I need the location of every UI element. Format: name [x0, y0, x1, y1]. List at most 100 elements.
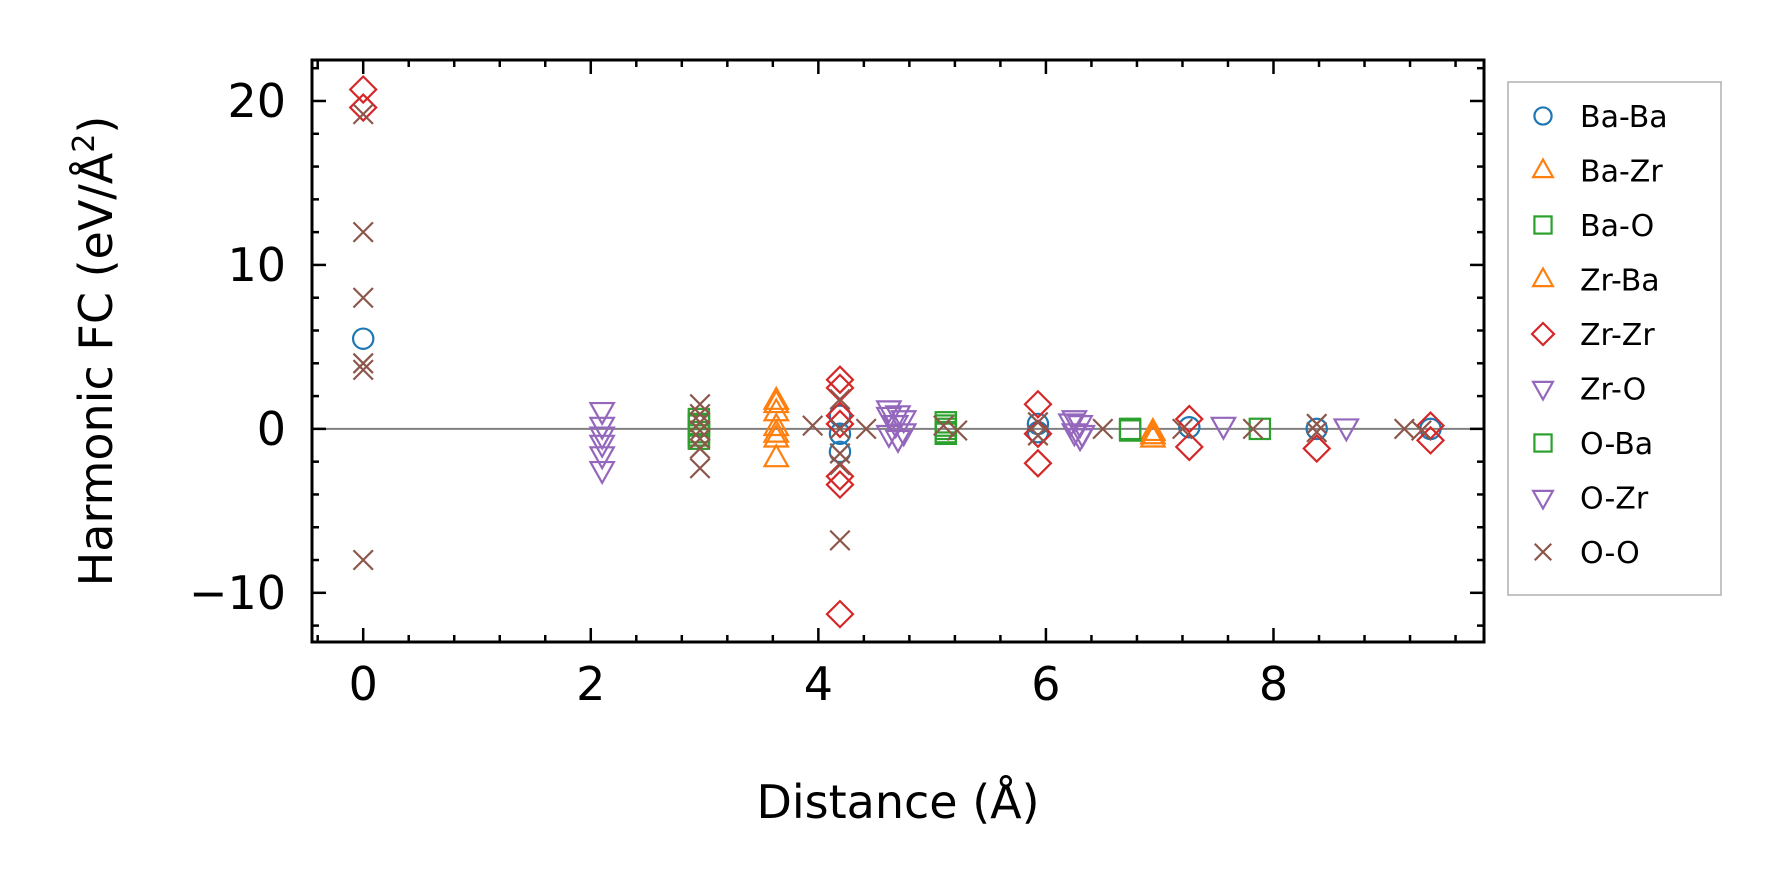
data-point-zr-zr-1	[348, 92, 378, 123]
data-point-zr-zr-16	[1415, 425, 1446, 455]
x-axis-title: Distance (Å)	[756, 775, 1039, 829]
y-axis-title-main: Harmonic FC (eV/Å	[69, 152, 123, 586]
data-point-o-o-1	[352, 221, 374, 243]
data-point-zr-zr-8	[825, 599, 855, 629]
x-tick-label: 2	[576, 657, 605, 711]
data-point-o-o-11	[689, 438, 711, 460]
y-tick-label: 10	[227, 238, 286, 292]
y-tick-label: 0	[257, 402, 286, 456]
legend-marker-ba-zr	[1531, 157, 1555, 179]
data-point-ba-ba-2	[828, 422, 852, 446]
y-tick-label: −10	[189, 566, 286, 620]
x-tick-label: 0	[349, 657, 378, 711]
data-point-ba-zr-5	[1139, 416, 1167, 442]
data-point-o-zr-2	[882, 415, 910, 440]
data-point-ba-o-8	[1248, 417, 1272, 441]
data-point-o-zr-5	[1068, 424, 1096, 450]
data-point-zr-o-7	[890, 410, 918, 435]
data-point-zr-o-12	[1060, 423, 1088, 448]
legend-item-zr-zr: Zr-Zr	[1530, 318, 1655, 353]
data-points	[348, 74, 1446, 629]
data-point-o-o-0	[352, 103, 374, 125]
legend-marker-zr-zr	[1530, 321, 1556, 347]
data-point-ba-ba-6	[1178, 415, 1201, 439]
data-point-zr-o-10	[1060, 410, 1088, 435]
axis-ticks: 0 2 4 6 8 −10 0 10 20	[189, 60, 1484, 711]
data-point-o-o-3	[352, 352, 374, 374]
legend-label: O-Ba	[1580, 427, 1653, 462]
data-point-o-o-15	[829, 418, 851, 440]
x-tick-label: 6	[1031, 657, 1060, 711]
data-point-o-o-14	[829, 388, 851, 410]
y-axis-title-superscript: 2	[67, 134, 102, 153]
series-zr-ba	[762, 389, 1167, 445]
data-point-zr-zr-11	[1023, 448, 1053, 478]
data-point-zr-zr-2	[825, 365, 855, 395]
legend-label: Ba-Zr	[1580, 155, 1663, 190]
data-point-o-o-13	[802, 415, 824, 437]
data-point-o-o-25	[1171, 418, 1193, 440]
data-point-o-zr-3	[890, 423, 918, 448]
data-point-o-o-6	[689, 393, 711, 415]
legend-marker-ba-ba	[1533, 106, 1553, 126]
data-point-o-o-5	[352, 549, 374, 571]
data-point-o-ba-4	[1118, 419, 1142, 442]
data-point-zr-o-15	[1332, 418, 1360, 443]
data-point-zr-zr-13	[1174, 432, 1204, 462]
data-point-o-o-12	[689, 457, 711, 479]
legend-marker-zr-ba	[1531, 266, 1555, 288]
data-point-ba-ba-1	[828, 404, 852, 427]
data-point-o-o-2	[352, 287, 374, 309]
data-point-o-o-8	[689, 411, 711, 433]
data-point-o-o-20	[932, 415, 955, 437]
y-axis-title-end: )	[69, 116, 123, 134]
data-point-zr-o-14	[1209, 416, 1238, 441]
data-point-o-zr-0	[588, 426, 616, 451]
data-point-zr-zr-12	[1174, 404, 1204, 434]
data-point-zr-ba-1	[762, 418, 790, 443]
data-point-zr-o-0	[588, 401, 616, 427]
legend-label: Zr-O	[1580, 373, 1646, 408]
data-point-o-ba-1	[687, 424, 711, 447]
legend-marker-o-o	[1533, 542, 1553, 562]
x-tick-label: 4	[804, 657, 833, 711]
legend-item-zr-ba: Zr-Ba	[1531, 264, 1660, 299]
legend-label: Zr-Ba	[1580, 264, 1660, 299]
legend-label: Zr-Zr	[1580, 318, 1655, 353]
legend-marker-ba-o	[1533, 215, 1553, 235]
data-point-o-o-28	[1306, 421, 1328, 443]
data-point-ba-zr-4	[762, 443, 790, 468]
legend-item-ba-ba: Ba-Ba	[1533, 100, 1668, 135]
data-point-o-zr-1	[875, 406, 903, 432]
data-point-o-o-30	[1410, 419, 1432, 442]
data-point-zr-zr-0	[348, 74, 378, 105]
data-point-o-o-10	[689, 428, 711, 450]
data-point-ba-zr-2	[762, 411, 790, 437]
data-point-o-o-26	[1242, 418, 1264, 440]
data-point-o-o-27	[1306, 413, 1328, 435]
y-tick-label: 20	[227, 74, 286, 128]
data-point-zr-ba-0	[762, 389, 790, 414]
data-point-ba-zr-6	[1139, 423, 1167, 448]
data-point-o-o-4	[352, 359, 374, 381]
data-point-o-o-23	[1027, 424, 1049, 446]
legend-marker-zr-o	[1531, 380, 1555, 402]
data-point-o-o-18	[829, 529, 851, 551]
legend-item-ba-o: Ba-O	[1533, 209, 1654, 244]
legend-item-o-ba: O-Ba	[1533, 427, 1653, 462]
legend-item-zr-o: Zr-O	[1531, 373, 1646, 408]
data-point-ba-zr-0	[762, 385, 790, 410]
legend-label: Ba-O	[1580, 209, 1654, 244]
data-point-zr-zr-7	[825, 470, 855, 500]
data-point-o-o-7	[689, 403, 711, 425]
legend: Ba-Ba Ba-Zr Ba-O Zr-Ba Zr-Zr Zr-O O-Ba O-Zr O-O	[1507, 81, 1722, 596]
data-point-ba-ba-7	[1305, 417, 1328, 441]
series-o-o	[352, 103, 1432, 571]
legend-label: O-O	[1580, 536, 1640, 571]
x-tick-label: 8	[1259, 657, 1288, 711]
legend-label: O-Zr	[1580, 482, 1649, 517]
legend-items: Ba-Ba Ba-Zr Ba-O Zr-Ba Zr-Zr Zr-O O-Ba O-Zr O-O	[1530, 100, 1668, 571]
legend-marker-o-zr	[1531, 489, 1555, 511]
